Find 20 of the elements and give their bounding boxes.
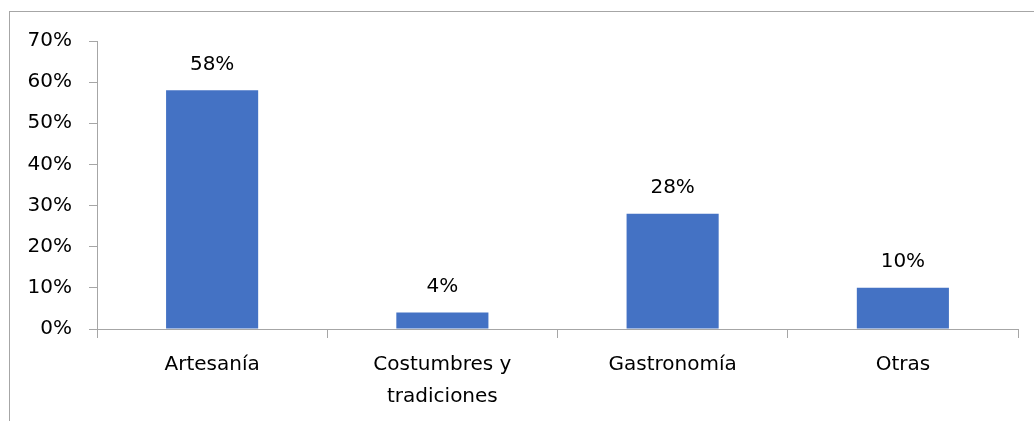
y-tick-label: 0% [40, 315, 72, 340]
bar [396, 312, 489, 329]
y-tick-label: 70% [27, 27, 72, 52]
bar [166, 90, 259, 329]
y-tick-label: 50% [27, 109, 72, 134]
y-tick-label: 10% [27, 274, 72, 299]
bar [626, 213, 719, 329]
x-tick-label: Otras [875, 351, 931, 376]
data-label: 58% [189, 50, 235, 75]
data-label: 10% [880, 248, 926, 273]
y-tick-label: 20% [27, 232, 72, 257]
x-tick-label: Gastronomía [608, 351, 737, 376]
y-tick-label: 30% [27, 191, 72, 216]
y-tick-label: 60% [27, 68, 72, 93]
data-label: 28% [650, 174, 695, 198]
x-tick-label: Costumbres y tradiciones [373, 351, 512, 408]
y-tick-label: 40% [27, 150, 72, 175]
data-label: 4% [426, 272, 459, 297]
x-tick-label: Artesanía [164, 351, 260, 376]
bar [856, 287, 949, 329]
